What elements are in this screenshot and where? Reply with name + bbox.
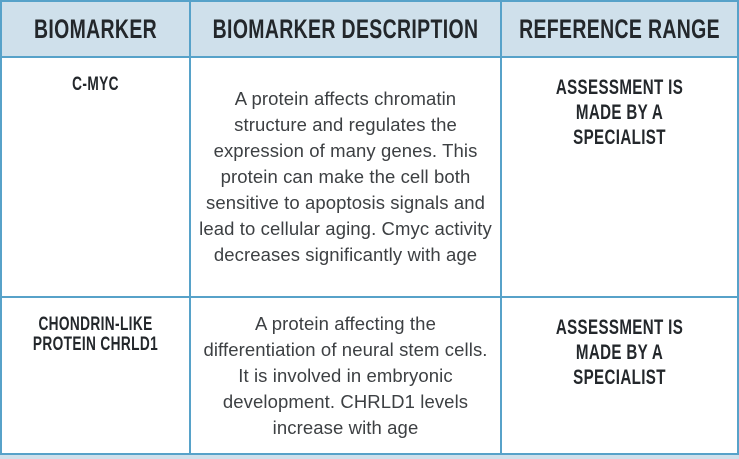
column-header-biomarker-description: BIOMARKER DESCRIPTION — [191, 2, 500, 56]
reference-range-value: ASSESSMENT IS MADE BY A SPECIALIST — [555, 76, 684, 149]
biomarker-description: A protein affects chromatin structure an… — [199, 88, 492, 265]
table-row-1-biomarker-cell: C-MYC — [2, 58, 189, 296]
table-row-2-biomarker-cell: CHONDRIN-LIKE PROTEIN CHRLD1 — [2, 298, 189, 453]
column-header-biomarker-description-label: BIOMARKER DESCRIPTION — [212, 13, 479, 44]
table-row-2-reference-range-cell: ASSESSMENT IS MADE BY A SPECIALIST — [502, 298, 737, 453]
next-section-edge — [0, 455, 739, 459]
reference-range-value: ASSESSMENT IS MADE BY A SPECIALIST — [555, 316, 684, 389]
biomarker-description: A protein affecting the differentiation … — [203, 312, 488, 438]
column-header-reference-range-label: REFERENCE RANGE — [519, 13, 720, 44]
biomarker-name: CHONDRIN-LIKE PROTEIN CHRLD1 — [32, 314, 159, 355]
column-header-biomarker-label: BIOMARKER — [33, 13, 158, 44]
table-row-2-description-cell: A protein affecting the differentiation … — [191, 298, 500, 453]
table-row-1-description-cell: A protein affects chromatin structure an… — [191, 58, 500, 296]
column-header-biomarker: BIOMARKER — [2, 2, 189, 56]
biomarker-name: C-MYC — [72, 74, 119, 95]
table-row-1-reference-range-cell: ASSESSMENT IS MADE BY A SPECIALIST — [502, 58, 737, 296]
column-header-reference-range: REFERENCE RANGE — [502, 2, 737, 56]
